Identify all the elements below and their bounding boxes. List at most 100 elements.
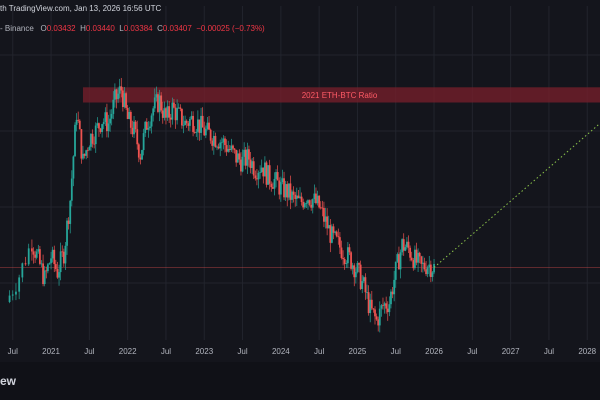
candle-body [326, 216, 329, 229]
candle-body [37, 249, 40, 252]
candle-body [346, 247, 349, 264]
candle-body [98, 123, 100, 129]
candle-body [338, 237, 341, 248]
x-tick-label: 2028 [578, 347, 596, 356]
candle-body [181, 108, 183, 126]
x-tick-label: Jul [161, 347, 171, 356]
candle-body [235, 149, 238, 163]
candle-body [335, 231, 338, 237]
candle-body [431, 272, 434, 277]
candle-body [35, 251, 38, 258]
candle-body [158, 95, 161, 112]
candle-body [198, 119, 201, 133]
candle-body [80, 129, 83, 159]
candle-body [222, 138, 225, 143]
candle-body [64, 245, 67, 264]
candle-body [115, 89, 118, 100]
candle-body [337, 236, 340, 238]
candle-body [139, 157, 142, 160]
candle-body [396, 254, 399, 262]
candle-body [182, 124, 185, 126]
candle-body [227, 149, 230, 152]
candle-body [361, 281, 364, 290]
candle-body [332, 226, 335, 233]
candle-body [425, 269, 427, 275]
x-tick-label: 2021 [42, 347, 60, 356]
candle-body [42, 263, 44, 285]
candle-body [318, 195, 321, 208]
x-tick-label: Jul [84, 347, 94, 356]
candle-body [161, 110, 164, 118]
candle-body [388, 304, 391, 313]
candle-body [107, 123, 110, 132]
candle-body [66, 220, 68, 246]
candle-body [192, 115, 194, 132]
candle-body [208, 122, 210, 130]
candle-body [53, 249, 56, 265]
candle-body [211, 140, 214, 146]
candle-body [72, 156, 75, 179]
grid [0, 6, 600, 340]
candle-body [343, 259, 346, 264]
x-tick-label: 2025 [349, 347, 367, 356]
candle-body [294, 194, 297, 199]
candle-body [230, 145, 233, 151]
ratio-zone-label: 2021 ETH-BTC Ratio [302, 91, 378, 100]
candle-body [382, 305, 384, 307]
candle-body [96, 123, 99, 126]
candle-body [418, 252, 421, 257]
candle-body [165, 108, 167, 118]
candle-body [375, 316, 378, 320]
candle-body [48, 263, 51, 265]
candle-body [299, 196, 301, 198]
candle-body [173, 102, 175, 108]
ohlc-key-low: L [119, 24, 124, 33]
candle-body [106, 112, 108, 132]
candle-body [327, 225, 330, 229]
candle-body [263, 162, 266, 177]
ohlc-key-open: O [40, 24, 47, 33]
candle-body [251, 161, 254, 168]
candle-body [224, 138, 226, 146]
published-line: th TradingView.com, Jan 13, 2026 16:56 U… [0, 4, 162, 13]
ohlc-key-high: H [80, 24, 86, 33]
candle-body [236, 153, 239, 163]
candle-body [15, 291, 17, 295]
candle-body [323, 208, 325, 222]
candle-body [134, 121, 137, 130]
candle-body [275, 172, 277, 179]
candle-body [342, 258, 344, 260]
candle-body [131, 127, 134, 135]
candle-body [244, 149, 247, 166]
candle-body [88, 146, 91, 151]
candle-body [45, 270, 48, 272]
candle-body [412, 260, 415, 269]
candle-body [281, 178, 284, 183]
candle-body [142, 133, 145, 151]
candle-body [366, 292, 368, 293]
candle-body [433, 263, 435, 273]
candle-body [153, 97, 156, 109]
candle-body [329, 225, 332, 243]
candle-body [262, 167, 265, 177]
candle-body [426, 267, 429, 275]
candle-body [300, 196, 303, 203]
candle-body [69, 200, 72, 224]
candle-body [295, 195, 298, 199]
candle-body [123, 93, 126, 108]
candle-body [358, 263, 360, 265]
candle-body [321, 207, 324, 209]
candle-body [176, 108, 179, 121]
price-change: −0.00025 (−0.73%) [196, 24, 265, 33]
candle-body [386, 308, 389, 313]
candle-body [394, 261, 397, 280]
candle-body [302, 202, 305, 208]
candle-body [364, 277, 367, 293]
candle-body [109, 118, 112, 124]
candle-body [75, 119, 78, 125]
x-tick-label: 2024 [272, 347, 290, 356]
candle-body [11, 294, 14, 296]
candle-body [177, 107, 180, 109]
candle-body [220, 142, 223, 144]
